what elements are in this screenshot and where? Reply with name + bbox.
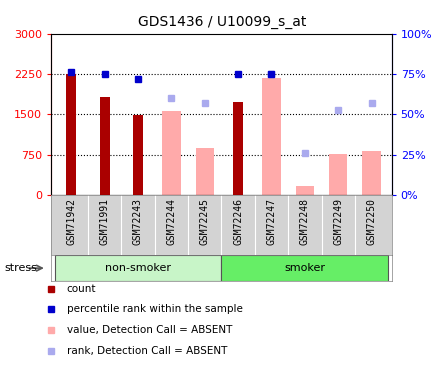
Bar	[262, 78, 281, 195]
Text: GSM72244: GSM72244	[166, 198, 176, 245]
Bar	[329, 154, 348, 195]
Bar	[55, 255, 222, 281]
Text: rank, Detection Call = ABSENT: rank, Detection Call = ABSENT	[67, 346, 227, 355]
Bar	[195, 148, 214, 195]
Text: GSM72249: GSM72249	[333, 198, 343, 245]
Text: GSM71942: GSM71942	[66, 198, 76, 245]
Text: GSM72243: GSM72243	[133, 198, 143, 245]
Text: GSM72245: GSM72245	[200, 198, 210, 245]
Bar	[133, 116, 143, 195]
Bar	[362, 151, 381, 195]
Text: GSM72248: GSM72248	[300, 198, 310, 245]
Text: value, Detection Call = ABSENT: value, Detection Call = ABSENT	[67, 325, 232, 335]
Text: percentile rank within the sample: percentile rank within the sample	[67, 304, 243, 314]
Text: GSM72250: GSM72250	[367, 198, 376, 245]
Text: GSM72246: GSM72246	[233, 198, 243, 245]
Text: GSM71991: GSM71991	[100, 198, 109, 245]
Text: GSM72247: GSM72247	[267, 198, 276, 245]
Bar	[222, 255, 388, 281]
Bar	[233, 102, 243, 195]
Bar	[100, 97, 109, 195]
Bar	[66, 74, 76, 195]
Text: non-smoker: non-smoker	[105, 263, 171, 273]
Bar	[162, 111, 181, 195]
Bar	[295, 186, 314, 195]
Text: smoker: smoker	[284, 263, 325, 273]
Text: count: count	[67, 284, 96, 294]
Text: GDS1436 / U10099_s_at: GDS1436 / U10099_s_at	[138, 15, 307, 29]
Text: stress: stress	[4, 263, 37, 273]
